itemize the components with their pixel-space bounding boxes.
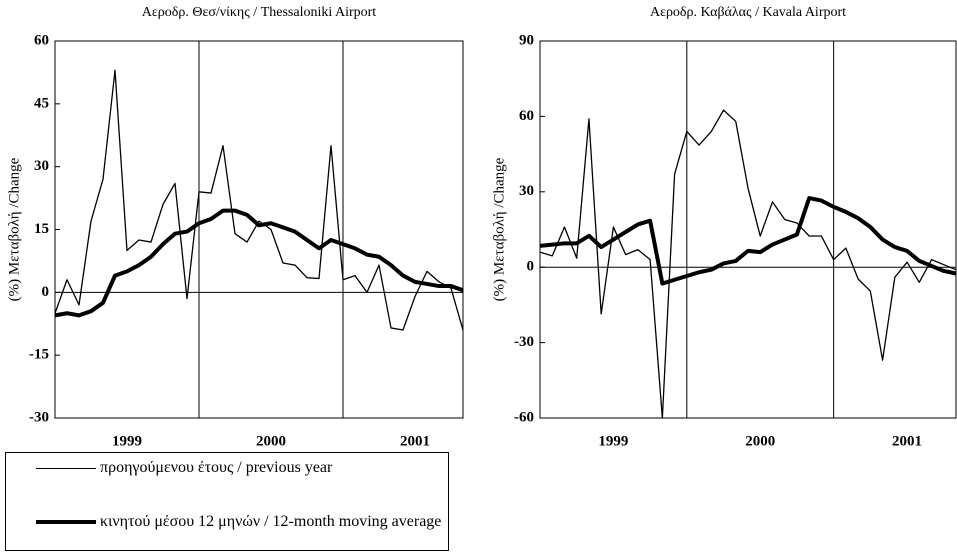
plot-frame (539, 40, 957, 419)
y-tick-label: -30 (29, 409, 49, 425)
y-tick-label: 0 (527, 259, 535, 275)
y-axis-label: (%) Μεταβολή /Change (491, 157, 507, 301)
x-tick-label: 2000 (256, 433, 286, 449)
y-tick-label: 0 (42, 284, 50, 300)
series-line (539, 109, 957, 419)
series-line (539, 196, 957, 286)
y-tick-label: 30 (34, 158, 49, 174)
legend-item: προηγούμενου έτους / previous year (36, 458, 445, 478)
y-tick-label: 60 (519, 108, 534, 124)
series-line (54, 69, 464, 331)
chart-title: Αεροδρ. Καβάλας / Kavala Airport (650, 5, 846, 20)
y-tick-label: -30 (514, 334, 534, 350)
y-tick-label: 60 (34, 32, 49, 48)
y-tick-label: 30 (519, 183, 534, 199)
x-tick-label: 2000 (745, 433, 775, 449)
legend-label: κινητού μέσου 12 μηνών / 12-month moving… (100, 513, 442, 530)
y-tick-label: 45 (34, 95, 49, 111)
y-tick-label: 15 (34, 221, 49, 237)
series-line (54, 208, 464, 318)
x-tick-label: 2001 (400, 433, 430, 449)
chart-title: Αεροδρ. Θεσ/νίκης / Thessaloniki Airport (142, 5, 376, 20)
legend-label: προηγούμενου έτους / previous year (100, 459, 333, 476)
legend: προηγούμενου έτους / previous year κινητ… (5, 452, 449, 551)
y-tick-label: -15 (29, 347, 49, 363)
y-tick-label: -60 (514, 409, 534, 425)
y-tick-label: 90 (519, 32, 534, 48)
y-axis-label: (%) Μεταβολή /Change (6, 157, 22, 301)
x-tick-label: 1999 (112, 433, 142, 449)
legend-swatch (36, 468, 96, 470)
legend-item: κινητού μέσου 12 μηνών / 12-month moving… (36, 512, 445, 532)
x-tick-label: 2001 (892, 433, 922, 449)
legend-swatch (36, 520, 96, 524)
x-tick-label: 1999 (598, 433, 628, 449)
